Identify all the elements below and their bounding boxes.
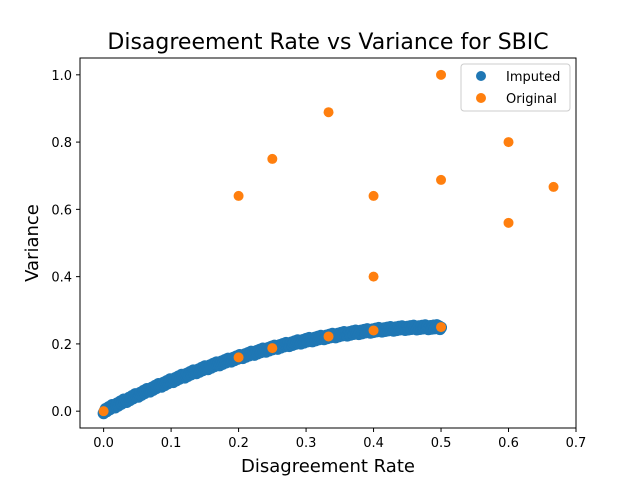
legend-marker-imputed xyxy=(476,71,486,81)
legend-frame xyxy=(460,63,571,112)
y-axis-ticks: 0.0 0.2 0.4 0.6 0.8 1.0 xyxy=(51,69,80,420)
x-axis-ticks: 0.0 0.1 0.2 0.3 0.4 0.5 0.6 0.7 xyxy=(93,428,586,451)
imputed-series xyxy=(97,319,448,420)
original-point xyxy=(436,322,447,333)
original-point xyxy=(267,153,278,164)
original-point xyxy=(503,217,514,228)
x-tick-label-4: 0.4 xyxy=(363,436,384,451)
y-tick-label-1: 0.2 xyxy=(51,338,72,353)
legend: Imputed Original xyxy=(460,63,571,112)
y-tick-label-0: 0.0 xyxy=(51,405,72,420)
original-point xyxy=(233,190,244,201)
chart-title: Disagreement Rate vs Variance for SBIC xyxy=(107,30,548,55)
x-axis-label: Disagreement Rate xyxy=(241,456,415,477)
original-point xyxy=(368,325,379,336)
y-tick-label-2: 0.4 xyxy=(51,271,72,286)
original-point xyxy=(323,107,334,118)
legend-marker-original xyxy=(476,93,486,103)
original-point xyxy=(98,406,109,417)
x-tick-label-0: 0.0 xyxy=(93,436,114,451)
x-tick-label-3: 0.3 xyxy=(296,436,317,451)
x-tick-label-5: 0.5 xyxy=(431,436,452,451)
y-tick-label-5: 1.0 xyxy=(51,69,72,84)
original-point xyxy=(503,137,514,148)
original-series xyxy=(98,69,559,417)
legend-label-imputed: Imputed xyxy=(506,70,560,85)
plot-area-frame xyxy=(79,57,577,429)
y-axis-label: Variance xyxy=(22,204,43,282)
original-point xyxy=(368,190,379,201)
original-point xyxy=(233,352,244,363)
original-point xyxy=(436,174,447,185)
x-tick-label-1: 0.1 xyxy=(161,436,182,451)
y-tick-label-3: 0.6 xyxy=(51,203,72,218)
original-point xyxy=(323,331,334,342)
x-tick-label-7: 0.7 xyxy=(566,436,587,451)
y-tick-label-4: 0.8 xyxy=(51,136,72,151)
original-point xyxy=(548,181,559,192)
original-point xyxy=(436,69,447,80)
x-tick-label-2: 0.2 xyxy=(228,436,249,451)
original-point xyxy=(368,271,379,282)
original-point xyxy=(267,343,278,354)
legend-label-original: Original xyxy=(506,92,557,107)
x-tick-label-6: 0.6 xyxy=(498,436,519,451)
